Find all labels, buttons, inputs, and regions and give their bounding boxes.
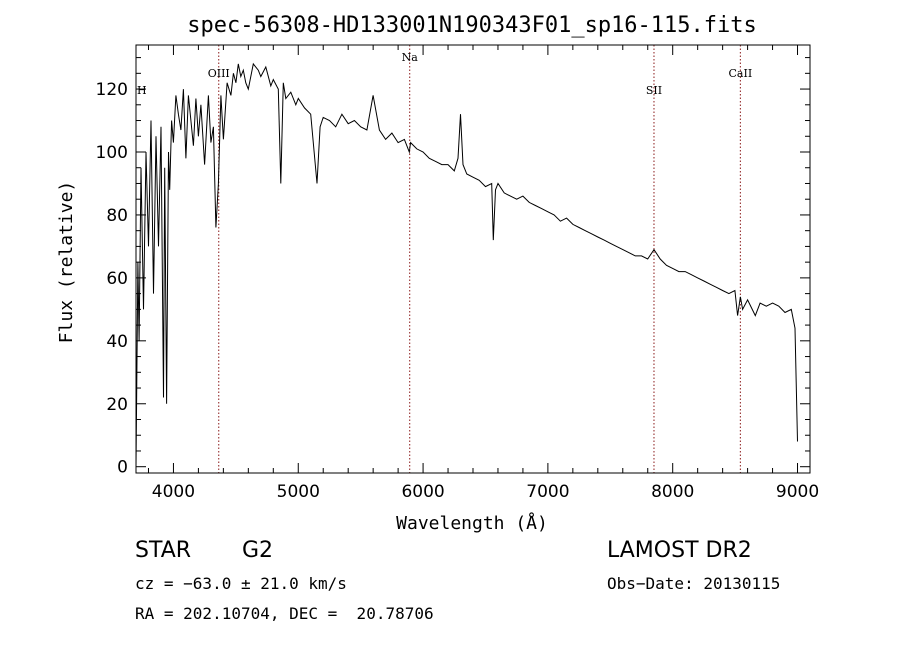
y-tick-label: 0 [117, 458, 128, 478]
redshift-velocity: cz = −63.0 ± 21.0 km/s [135, 574, 347, 593]
marker-label-oiii: OIII [208, 67, 230, 80]
axis-ticks: 4000 5000 6000 7000 8000 9000 0 20 40 60 80 100 120 [96, 45, 819, 502]
object-subclass: G2 [242, 538, 274, 563]
observation-date: Obs−Date: 20130115 [607, 574, 781, 593]
chart-title: spec-56308-HD133001N190343F01_sp16-115.f… [187, 13, 757, 38]
y-tick-label: 100 [96, 143, 128, 163]
object-class: STAR [135, 538, 192, 563]
x-tick-label: 9000 [776, 482, 819, 502]
y-axis-label: Flux (relative) [56, 181, 77, 344]
x-tick-label: 5000 [277, 482, 320, 502]
marker-label-sii: SII [646, 84, 662, 97]
marker-label-caii: CaII [729, 67, 753, 80]
y-tick-label: 80 [106, 206, 128, 226]
marker-label-h: H [137, 84, 147, 97]
sky-coordinates: RA = 202.10704, DEC = 20.78706 [135, 604, 434, 623]
spectrum-line [135, 62, 798, 467]
x-tick-label: 6000 [401, 482, 444, 502]
y-tick-label: 40 [106, 332, 128, 352]
marker-label-na: Na [402, 51, 419, 64]
spectral-line-markers: H OIII Na SII CaII [137, 45, 752, 473]
x-tick-label: 7000 [526, 482, 569, 502]
x-axis-label: Wavelength (Å) [396, 512, 548, 534]
y-tick-label: 120 [96, 80, 128, 100]
plot-frame [135, 44, 811, 474]
y-tick-label: 20 [106, 395, 128, 415]
x-tick-label: 4000 [152, 482, 195, 502]
y-tick-label: 60 [106, 269, 128, 289]
x-tick-label: 8000 [651, 482, 694, 502]
survey-name: LAMOST DR2 [607, 538, 752, 563]
